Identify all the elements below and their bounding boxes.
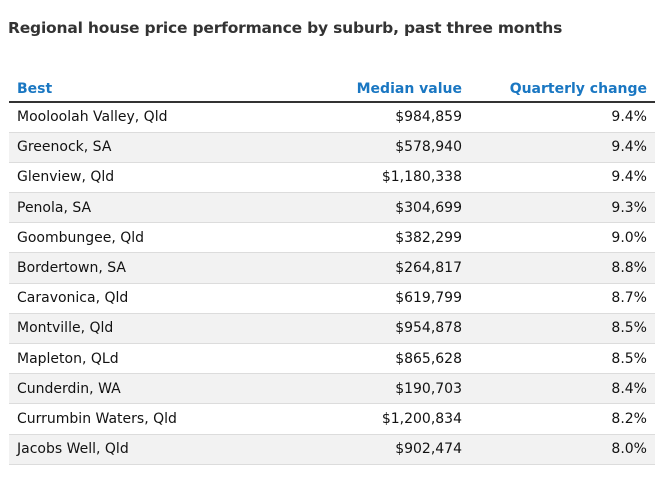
median-value-cell: $984,859 (267, 102, 462, 133)
suburb-cell: Currumbin Waters, Qld (9, 403, 267, 435)
suburb-cell: Caravonica, Qld (9, 283, 267, 314)
column-header-best: Best (9, 62, 267, 103)
table-row: Caravonica, Qld $619,799 8.7% (9, 283, 655, 314)
suburb-cell: Greenock, SA (9, 132, 267, 163)
quarterly-change-cell: 9.4% (462, 162, 655, 194)
median-value-cell: $865,628 (267, 343, 462, 375)
table-row: Montville, Qld $954,878 8.5% (9, 313, 655, 345)
median-value-cell: $619,799 (267, 283, 462, 314)
quarterly-change-cell: 8.8% (462, 252, 655, 284)
table-row: Mooloolah Valley, Qld $984,859 9.4% (9, 102, 655, 133)
table-row: Goombungee, Qld $382,299 9.0% (9, 222, 655, 254)
table-row: Cunderdin, WA $190,703 8.4% (9, 373, 655, 405)
quarterly-change-cell: 8.5% (462, 313, 655, 345)
table-row: Currumbin Waters, Qld $1,200,834 8.2% (9, 403, 655, 435)
quarterly-change-cell: 9.4% (462, 132, 655, 163)
suburb-cell: Goombungee, Qld (9, 222, 267, 254)
table-row: Jacobs Well, Qld $902,474 8.0% (9, 434, 655, 465)
suburb-cell: Mapleton, QLd (9, 343, 267, 375)
suburb-cell: Jacobs Well, Qld (9, 434, 267, 465)
quarterly-change-cell: 9.0% (462, 222, 655, 254)
quarterly-change-cell: 8.7% (462, 283, 655, 314)
median-value-cell: $578,940 (267, 132, 462, 163)
table-row: Glenview, Qld $1,180,338 9.4% (9, 162, 655, 194)
table-body: Mooloolah Valley, Qld $984,859 9.4% Greenoc… (9, 102, 655, 465)
table-row: Penola, SA $304,699 9.3% (9, 192, 655, 224)
suburb-cell: Cunderdin, WA (9, 373, 267, 405)
quarterly-change-cell: 8.0% (462, 434, 655, 465)
table-row: Bordertown, SA $264,817 8.8% (9, 252, 655, 284)
suburb-cell: Bordertown, SA (9, 252, 267, 284)
price-table: Best Median value Quarterly change Moolo… (9, 62, 655, 465)
median-value-cell: $190,703 (267, 373, 462, 405)
suburb-cell: Glenview, Qld (9, 162, 267, 194)
quarterly-change-cell: 8.5% (462, 343, 655, 375)
median-value-cell: $304,699 (267, 192, 462, 224)
suburb-cell: Montville, Qld (9, 313, 267, 345)
column-header-quarterly-change: Quarterly change (462, 62, 655, 103)
table-row: Greenock, SA $578,940 9.4% (9, 132, 655, 163)
quarterly-change-cell: 9.3% (462, 192, 655, 224)
quarterly-change-cell: 9.4% (462, 102, 655, 133)
median-value-cell: $264,817 (267, 252, 462, 284)
suburb-cell: Penola, SA (9, 192, 267, 224)
table-header-row: Best Median value Quarterly change (9, 62, 655, 103)
quarterly-change-cell: 8.4% (462, 373, 655, 405)
median-value-cell: $382,299 (267, 222, 462, 254)
median-value-cell: $902,474 (267, 434, 462, 465)
median-value-cell: $954,878 (267, 313, 462, 345)
table-row: Mapleton, QLd $865,628 8.5% (9, 343, 655, 375)
median-value-cell: $1,180,338 (267, 162, 462, 194)
suburb-cell: Mooloolah Valley, Qld (9, 102, 267, 133)
chart-title: Regional house price performance by subu… (8, 19, 563, 37)
quarterly-change-cell: 8.2% (462, 403, 655, 435)
median-value-cell: $1,200,834 (267, 403, 462, 435)
column-header-median-value: Median value (267, 62, 462, 103)
